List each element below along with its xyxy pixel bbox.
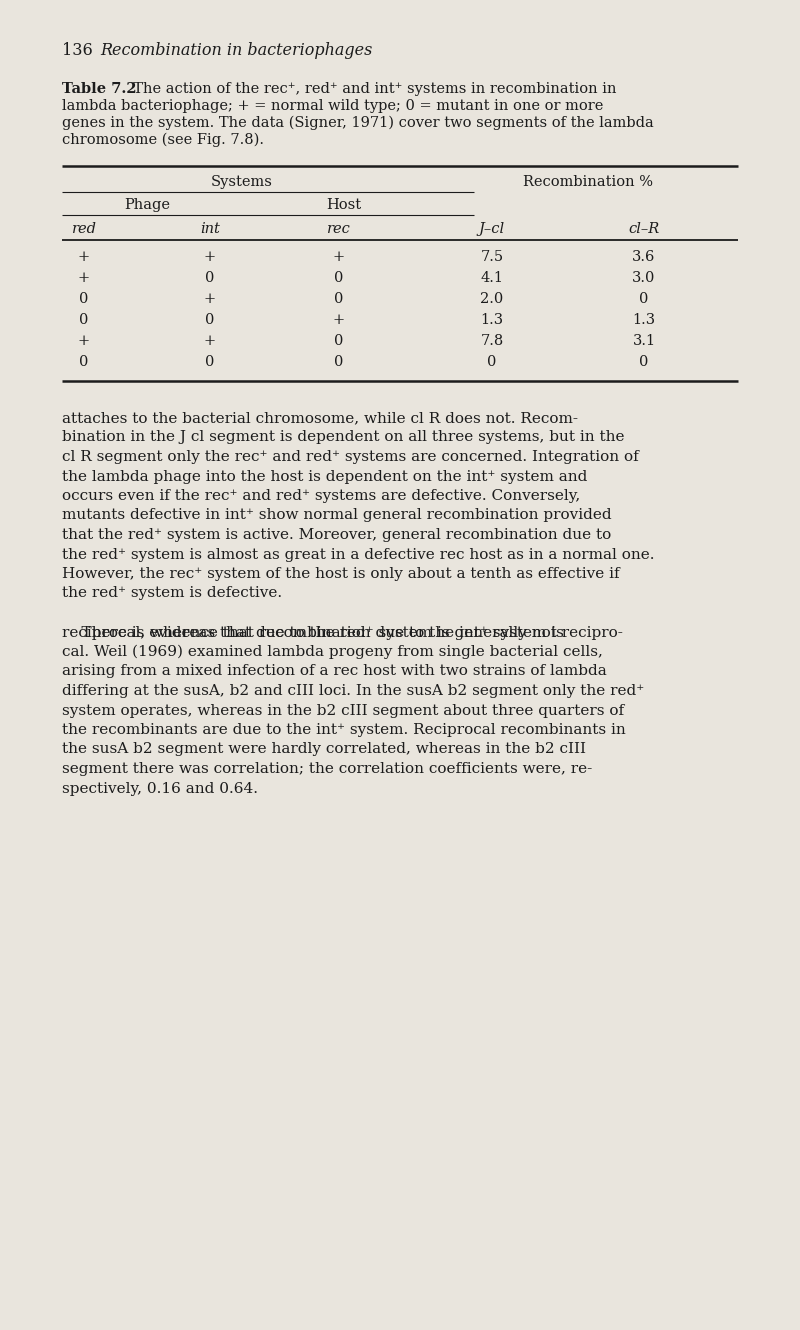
Text: chromosome (see Fig. 7.8).: chromosome (see Fig. 7.8). (62, 133, 264, 148)
Text: 1.3: 1.3 (633, 313, 655, 327)
Text: lambda bacteriophage; + = normal wild type; 0 = mutant in one or more: lambda bacteriophage; + = normal wild ty… (62, 98, 603, 113)
Text: 0: 0 (334, 271, 344, 285)
Text: Recombination in bacteriophages: Recombination in bacteriophages (100, 43, 372, 59)
Text: +: + (78, 271, 90, 285)
Text: +: + (333, 250, 345, 263)
Text: 0: 0 (639, 355, 649, 368)
Text: arising from a mixed infection of a rec host with two strains of lambda: arising from a mixed infection of a rec … (62, 665, 606, 678)
Text: The action of the rec⁺, red⁺ and int⁺ systems in recombination in: The action of the rec⁺, red⁺ and int⁺ sy… (124, 82, 617, 96)
Text: rec: rec (327, 222, 351, 235)
Text: +: + (78, 334, 90, 348)
Text: Phage: Phage (124, 198, 170, 211)
Text: +: + (333, 313, 345, 327)
Text: +: + (78, 250, 90, 263)
Text: red: red (71, 222, 97, 235)
Text: system operates, whereas in the b2 cIII segment about three quarters of: system operates, whereas in the b2 cIII … (62, 704, 624, 717)
Text: int: int (200, 222, 220, 235)
Text: 0: 0 (334, 334, 344, 348)
Text: Host: Host (326, 198, 362, 211)
Text: segment there was correlation; the correlation coefficients were, re-: segment there was correlation; the corre… (62, 762, 592, 775)
Text: However, the rec⁺ system of the host is only about a tenth as effective if: However, the rec⁺ system of the host is … (62, 567, 620, 581)
Text: 0: 0 (639, 293, 649, 306)
Text: cal. Weil (1969) examined lambda progeny from single bacterial cells,: cal. Weil (1969) examined lambda progeny… (62, 645, 603, 660)
Text: the red⁺ system is defective.: the red⁺ system is defective. (62, 587, 282, 601)
Text: the recombinants are due to the int⁺ system. Reciprocal recombinants in: the recombinants are due to the int⁺ sys… (62, 724, 626, 737)
Text: +: + (204, 250, 216, 263)
Text: 0: 0 (79, 355, 89, 368)
Text: 7.8: 7.8 (480, 334, 504, 348)
Text: +: + (204, 293, 216, 306)
Text: mutants defective in int⁺ show normal general recombination provided: mutants defective in int⁺ show normal ge… (62, 508, 612, 523)
Text: 7.5: 7.5 (481, 250, 503, 263)
Text: spectively, 0.16 and 0.64.: spectively, 0.16 and 0.64. (62, 782, 258, 795)
Text: J–cl: J–cl (479, 222, 505, 235)
Text: Systems: Systems (210, 176, 273, 189)
Text: 0: 0 (206, 355, 214, 368)
Text: 2.0: 2.0 (480, 293, 504, 306)
Text: 0: 0 (206, 313, 214, 327)
Text: Table 7.2: Table 7.2 (62, 82, 137, 96)
Text: occurs even if the rec⁺ and red⁺ systems are defective. Conversely,: occurs even if the rec⁺ and red⁺ systems… (62, 489, 580, 503)
Text: bination in the J cl segment is dependent on all three systems, but in the: bination in the J cl segment is dependen… (62, 431, 625, 444)
Text: 0: 0 (487, 355, 497, 368)
Text: that the red⁺ system is active. Moreover, general recombination due to: that the red⁺ system is active. Moreover… (62, 528, 611, 543)
Text: There is evidence that recombination due to the int⁺ system is: There is evidence that recombination due… (62, 625, 564, 640)
Text: 3.6: 3.6 (632, 250, 656, 263)
Text: cl R segment only the rec⁺ and red⁺ systems are concerned. Integration of: cl R segment only the rec⁺ and red⁺ syst… (62, 450, 638, 464)
Text: differing at the susA, b2 and cIII loci. In the susA b2 segment only the red⁺: differing at the susA, b2 and cIII loci.… (62, 684, 644, 698)
Text: 1.3: 1.3 (481, 313, 503, 327)
Text: 0: 0 (79, 313, 89, 327)
Text: +: + (204, 334, 216, 348)
Text: the red⁺ system is almost as great in a defective rec host as in a normal one.: the red⁺ system is almost as great in a … (62, 548, 654, 561)
Text: 4.1: 4.1 (481, 271, 503, 285)
Text: attaches to the bacterial chromosome, while cl R does not. Recom-: attaches to the bacterial chromosome, wh… (62, 411, 578, 426)
Text: 3.1: 3.1 (633, 334, 655, 348)
Text: 0: 0 (206, 271, 214, 285)
Text: reciprocal, whereas that due to the red⁺ system is generally not recipro-: reciprocal, whereas that due to the red⁺… (62, 625, 623, 640)
Text: the susA b2 segment were hardly correlated, whereas in the b2 cIII: the susA b2 segment were hardly correlat… (62, 742, 586, 757)
Text: 136: 136 (62, 43, 93, 59)
Text: 0: 0 (79, 293, 89, 306)
Text: 3.0: 3.0 (632, 271, 656, 285)
Text: 0: 0 (334, 293, 344, 306)
Text: 0: 0 (334, 355, 344, 368)
Text: genes in the system. The data (Signer, 1971) cover two segments of the lambda: genes in the system. The data (Signer, 1… (62, 116, 654, 130)
Text: cl–R: cl–R (628, 222, 660, 235)
Text: the lambda phage into the host is dependent on the int⁺ system and: the lambda phage into the host is depend… (62, 469, 587, 484)
Text: Recombination %: Recombination % (523, 176, 653, 189)
